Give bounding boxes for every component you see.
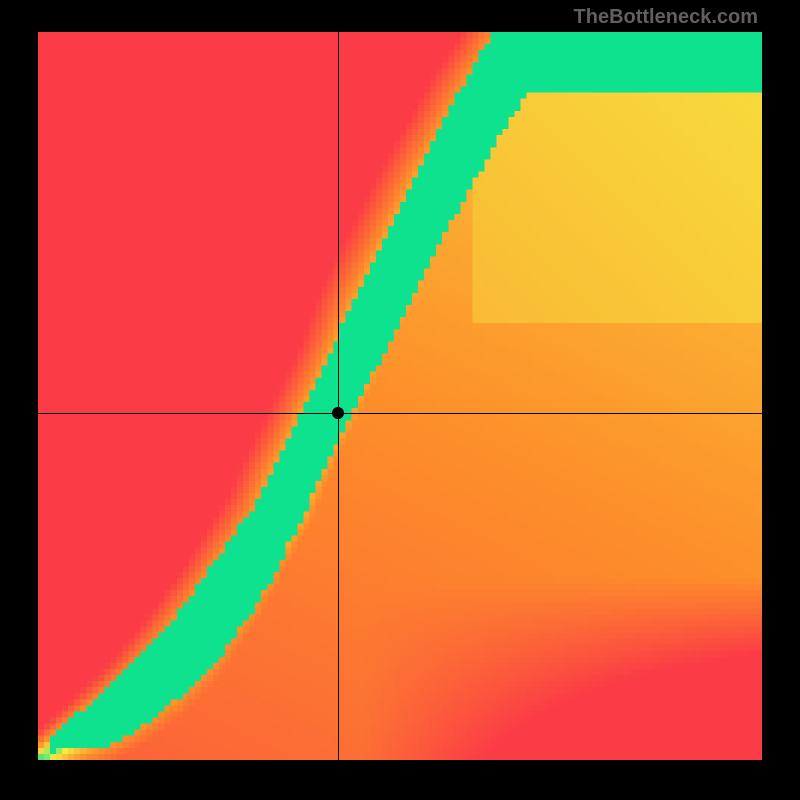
chart-container: { "watermark": { "text": "TheBottleneck.… xyxy=(0,0,800,800)
crosshair-horizontal xyxy=(38,413,762,414)
watermark-text: TheBottleneck.com xyxy=(574,6,758,29)
heatmap-canvas xyxy=(38,32,762,760)
crosshair-vertical xyxy=(338,32,339,760)
heatmap-area xyxy=(38,32,762,760)
